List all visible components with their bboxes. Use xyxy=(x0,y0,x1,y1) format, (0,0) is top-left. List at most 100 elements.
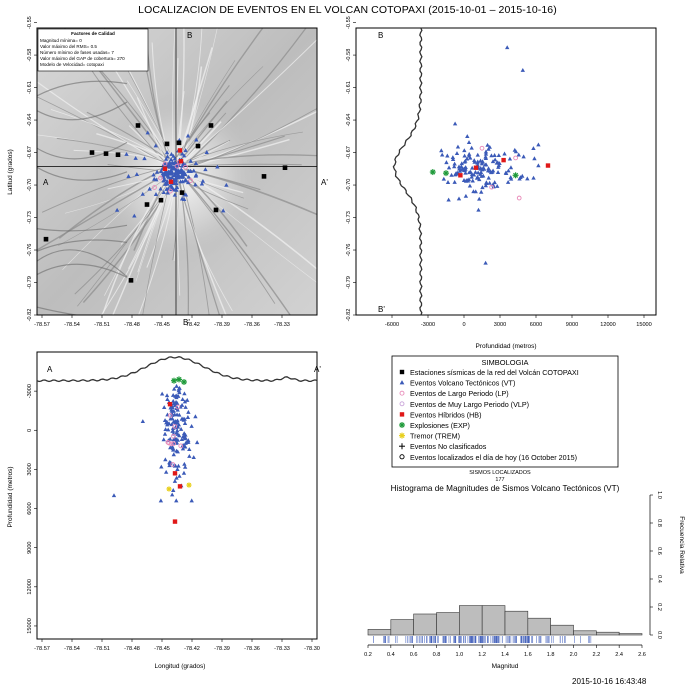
vt-event-mark xyxy=(154,169,160,174)
vt-event xyxy=(183,192,189,197)
terrain-ridge xyxy=(178,28,203,163)
seismic-station xyxy=(208,123,214,128)
vt-event xyxy=(221,208,226,213)
vt-event-mark xyxy=(183,192,189,197)
seismic-station xyxy=(135,123,141,128)
terrain-ridge xyxy=(182,183,210,315)
terrain-drainage xyxy=(37,306,80,315)
hb-event xyxy=(178,159,184,164)
vt-event xyxy=(147,186,152,191)
vt-event xyxy=(174,185,180,190)
vt-event xyxy=(160,173,166,178)
vt-event xyxy=(186,174,191,179)
vt-event xyxy=(168,183,173,188)
vt-event xyxy=(126,174,131,178)
seismic-station xyxy=(43,236,49,242)
vt-event xyxy=(180,179,185,184)
vt-event-mark xyxy=(172,192,178,197)
vt-event-mark xyxy=(174,185,180,190)
vt-event xyxy=(158,169,164,174)
seismic-station xyxy=(195,143,201,149)
vt-event-mark xyxy=(169,151,174,156)
vt-event xyxy=(172,178,178,183)
vt-event xyxy=(170,166,175,171)
vt-event-mark xyxy=(174,167,179,172)
terrain-ridge xyxy=(50,109,167,160)
vt-event xyxy=(163,156,169,161)
vt-event-mark xyxy=(204,150,209,154)
map-axis-ticks: -78.57 -78.54 -78.51 -78.48 -78.45 -78.42 -78.… xyxy=(27,16,290,328)
vt-event xyxy=(165,173,170,178)
seismic-station xyxy=(158,197,164,203)
map-y-tick-label: -0.76 xyxy=(27,244,33,257)
vt-event-mark xyxy=(175,169,180,174)
terrain-drainage xyxy=(37,166,128,181)
vt-event xyxy=(151,172,156,177)
map-frame xyxy=(36,27,318,316)
vt-event-mark xyxy=(174,181,179,186)
terrain-ridge xyxy=(181,174,276,304)
vt-event-mark xyxy=(167,160,172,164)
vt-event-mark xyxy=(175,173,180,178)
terrain-drainage xyxy=(37,263,128,278)
terrain-ridge xyxy=(104,175,171,296)
terrain-ridge xyxy=(151,42,170,160)
seismic-station xyxy=(176,140,182,146)
vt-event-mark xyxy=(172,178,178,183)
vt-event-mark xyxy=(165,190,170,195)
vt-event-mark xyxy=(152,176,157,181)
terrain-ridge xyxy=(175,91,185,161)
vt-event-mark xyxy=(172,156,178,161)
map-y-tick-label: -0.61 xyxy=(27,81,33,94)
quality-box-title: Factores de Calidad xyxy=(71,31,115,36)
vt-event-mark xyxy=(221,208,226,213)
vt-event xyxy=(158,186,163,191)
terrain-ridge xyxy=(107,164,158,171)
vt-event-mark xyxy=(183,148,188,153)
vt-event xyxy=(193,182,198,187)
vt-event-mark xyxy=(200,178,206,183)
vt-event xyxy=(164,178,170,183)
vt-event xyxy=(172,187,178,192)
vt-event-mark xyxy=(185,180,191,185)
vt-event-mark xyxy=(172,173,177,177)
hb-event xyxy=(168,179,174,184)
vt-event-mark xyxy=(185,133,191,138)
map-x-tick-label: -78.48 xyxy=(124,322,140,328)
vt-event-mark xyxy=(168,157,174,162)
vt-event xyxy=(204,150,209,154)
seismic-station xyxy=(164,141,170,147)
terrain-drainage xyxy=(37,249,128,278)
vt-event xyxy=(215,164,220,169)
map-x-tick-label: -78.45 xyxy=(154,322,170,328)
terrain-ridge xyxy=(182,121,222,163)
map-label-b-prime: B' xyxy=(183,318,190,327)
terrain-ridge xyxy=(183,140,230,166)
vt-event-mark xyxy=(193,182,198,187)
vt-event-mark xyxy=(199,181,205,186)
vt-event xyxy=(175,173,180,178)
terrain-ridge xyxy=(56,137,167,164)
vt-event xyxy=(162,177,167,182)
vt-event xyxy=(181,153,187,158)
terrain-ridge xyxy=(138,178,177,315)
vt-event xyxy=(191,168,196,173)
vt-event-mark xyxy=(168,183,173,188)
terrain-ridge xyxy=(107,176,161,190)
seismic-station xyxy=(282,165,288,171)
vt-event xyxy=(114,207,120,212)
vt-event xyxy=(169,170,174,175)
map-y-tick-label: -0.55 xyxy=(27,16,33,29)
vt-event-mark xyxy=(153,192,159,196)
vt-event xyxy=(183,172,188,177)
vt-event-mark xyxy=(188,158,193,163)
vt-event xyxy=(132,213,137,218)
vt-event xyxy=(152,176,157,181)
seismic-station xyxy=(128,278,134,283)
vt-event xyxy=(161,190,166,195)
terrain-ridge xyxy=(142,183,170,315)
terrain-ridge xyxy=(172,28,176,156)
vt-event-mark xyxy=(169,170,174,175)
vt-event xyxy=(200,178,206,183)
map-x-tick-label: -78.57 xyxy=(34,322,50,328)
